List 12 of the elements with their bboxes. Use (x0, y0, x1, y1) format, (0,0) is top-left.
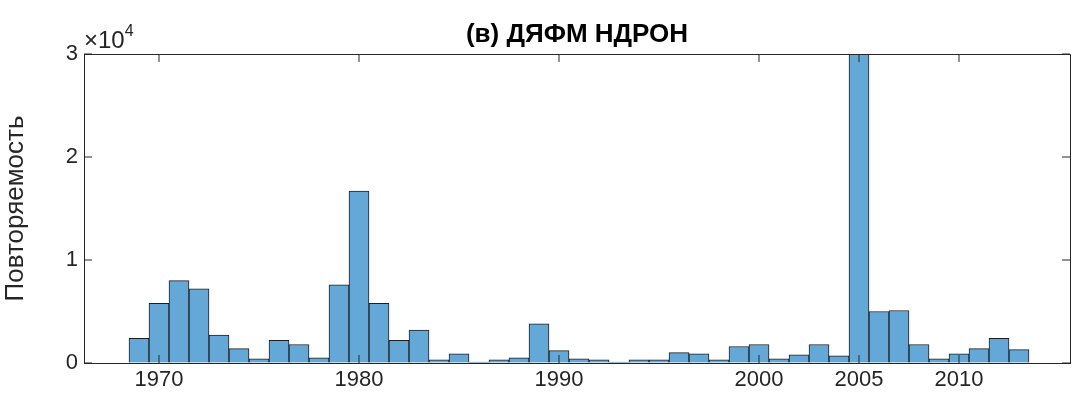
y-tick-label: 3 (65, 40, 78, 66)
x-tick-label: 1990 (534, 366, 584, 392)
y-axis-title: Повторяемость (0, 115, 29, 302)
y-tick-label: 2 (65, 143, 78, 169)
y-tick-label: 1 (65, 246, 78, 272)
y-tick-label: 0 (65, 349, 78, 375)
x-tick-label: 2010 (934, 366, 984, 392)
x-tick-label: 2005 (834, 366, 884, 392)
x-tick-label: 2000 (734, 366, 784, 392)
chart-title: (в) ДЯФМ НДРОН (465, 18, 689, 49)
x-tick-label: 1970 (134, 366, 184, 392)
x-tick-label: 1980 (334, 366, 384, 392)
